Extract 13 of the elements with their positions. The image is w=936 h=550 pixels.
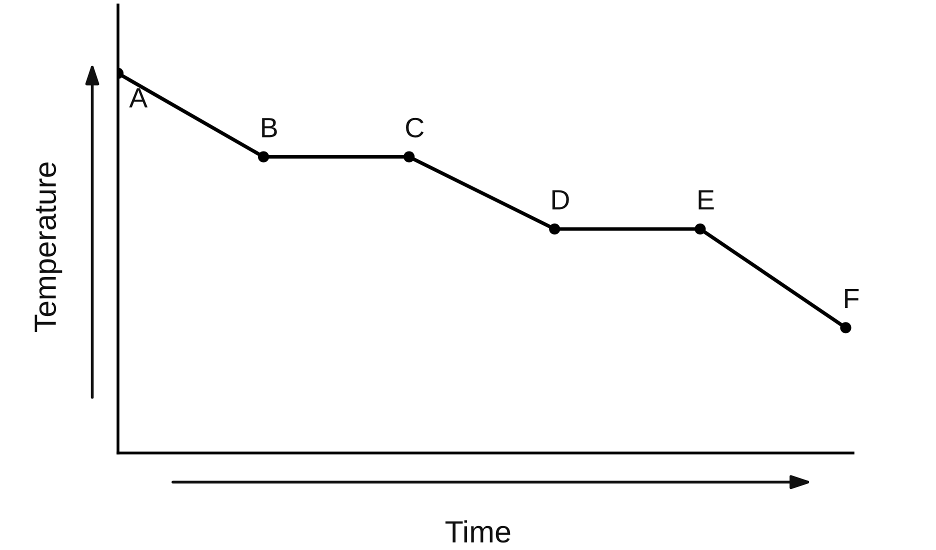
point: [404, 151, 415, 162]
x-tick-label: F: [845, 288, 859, 308]
x-tick-label: D: [552, 190, 569, 210]
y-axis-title: Temperature: [34, 162, 62, 332]
x-tick-label: B: [262, 118, 277, 138]
point: [694, 223, 706, 235]
point: [258, 151, 270, 162]
x-axis-title: Time: [445, 520, 510, 543]
point: [840, 322, 852, 334]
x-tick-label: A: [129, 88, 148, 108]
x-tick-label: E: [698, 190, 714, 210]
point: [549, 223, 560, 235]
x-tick-label: C: [406, 118, 424, 138]
